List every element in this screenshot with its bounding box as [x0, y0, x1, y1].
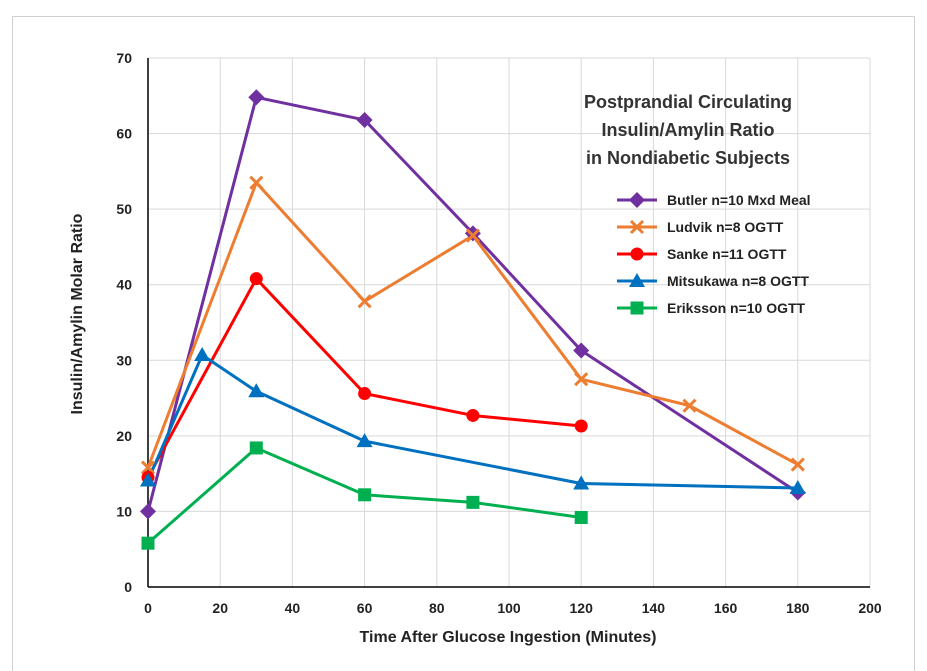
legend-entry-4: Mitsukawa n=8 OGTT [617, 273, 809, 289]
data-point [357, 294, 372, 309]
legend-marker [629, 273, 645, 287]
legend-marker [630, 301, 644, 315]
data-point [140, 472, 156, 487]
chart-frame [12, 16, 915, 671]
x-tick-label: 140 [642, 600, 666, 616]
legend: Butler n=10 Mxd Meal Ludvik n=8 OGTT Sanke… [617, 192, 811, 316]
data-point [249, 441, 263, 455]
legend-marker [629, 219, 645, 235]
legend-label: Sanke n=11 OGTT [667, 246, 787, 262]
series-markers [140, 89, 806, 550]
data-point [790, 457, 805, 472]
x-tick-label: 200 [858, 600, 882, 616]
data-point [358, 488, 372, 502]
annotation-line-2: Insulin/Amylin Ratio [601, 120, 774, 140]
x-tick-label: 60 [357, 600, 373, 616]
y-tick-label: 70 [116, 50, 132, 66]
x-axis-title: Time After Glucose Ingestion (Minutes) [360, 629, 657, 646]
annotation-line-3: in Nondiabetic Subjects [586, 148, 790, 168]
data-point [194, 346, 211, 361]
y-tick-label: 50 [116, 201, 132, 217]
x-tick-label: 180 [786, 600, 810, 616]
data-point [248, 89, 265, 106]
annotation: Postprandial Circulating Insulin/Amylin … [584, 92, 792, 168]
x-tick-label: 40 [285, 600, 301, 616]
data-point [573, 475, 590, 490]
data-point [356, 111, 373, 128]
data-point [574, 510, 588, 524]
legend-label: Mitsukawa n=8 OGTT [667, 273, 809, 289]
y-tick-label: 60 [116, 126, 132, 142]
y-axis-title: Insulin/Amylin Molar Ratio [69, 213, 86, 414]
legend-label: Eriksson n=10 OGTT [667, 300, 806, 316]
data-point [465, 228, 480, 243]
x-tick-label: 80 [429, 600, 445, 616]
data-point [466, 495, 480, 509]
data-point [249, 175, 264, 190]
legend-label: Ludvik n=8 OGTT [667, 219, 784, 235]
y-tick-label: 40 [116, 277, 132, 293]
data-point [573, 342, 590, 359]
series-line-1 [146, 95, 799, 512]
y-tick-label: 10 [116, 503, 132, 519]
x-tick-label: 160 [714, 600, 738, 616]
legend-marker [629, 192, 645, 208]
data-point [574, 419, 588, 433]
y-tick-label: 0 [124, 579, 132, 595]
data-point [140, 460, 156, 475]
x-tick-label: 0 [144, 600, 152, 616]
data-point [249, 272, 263, 286]
data-point [466, 408, 480, 422]
data-point [356, 433, 373, 448]
x-tick-label: 20 [212, 600, 228, 616]
legend-entry-5: Eriksson n=10 OGTT [617, 300, 806, 316]
data-point [464, 225, 481, 242]
annotation-line-1: Postprandial Circulating [584, 92, 792, 112]
x-tick-label: 100 [497, 600, 521, 616]
data-point [140, 503, 156, 520]
legend-marker [630, 247, 644, 261]
data-point [358, 387, 372, 401]
legend-entry-2: Ludvik n=8 OGTT [617, 219, 784, 235]
data-point [248, 383, 265, 398]
data-point [141, 536, 155, 550]
y-tick-label: 20 [116, 428, 132, 444]
y-tick-label: 30 [116, 352, 132, 368]
data-point [682, 398, 697, 413]
legend-entry-3: Sanke n=11 OGTT [617, 246, 787, 262]
legend-label: Butler n=10 Mxd Meal [667, 192, 811, 208]
axes: 0 10 20 30 40 50 60 70 0 20 40 60 80 100 120 140 160 180 2… [116, 50, 881, 616]
legend-entry-1: Butler n=10 Mxd Meal [617, 192, 811, 208]
series-line-4 [146, 353, 798, 490]
x-tick-label: 120 [570, 600, 594, 616]
data-point [574, 372, 589, 387]
data-point [789, 480, 806, 495]
